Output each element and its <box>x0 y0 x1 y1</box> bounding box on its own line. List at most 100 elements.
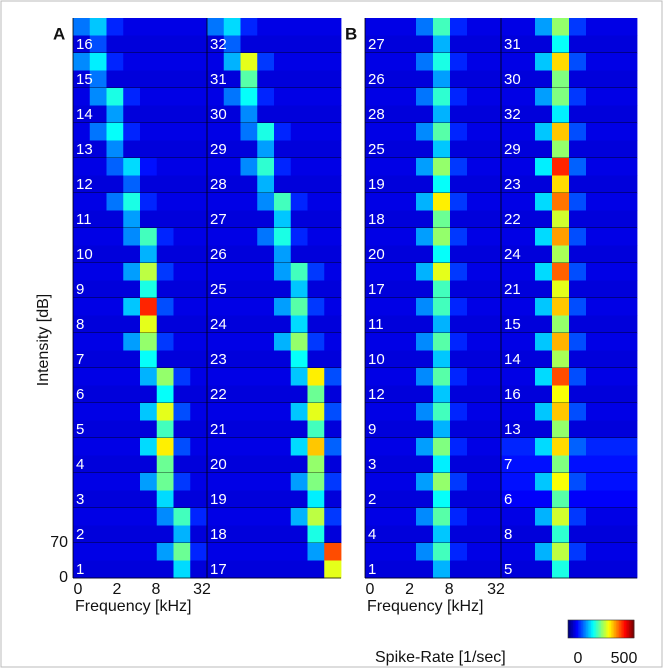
heat-cell <box>123 88 141 106</box>
colorbar-swatch <box>605 620 608 638</box>
heat-cell <box>603 210 621 229</box>
heat-cell <box>450 420 468 439</box>
heat-cell <box>324 438 342 456</box>
heat-cell <box>586 88 604 106</box>
heat-cell <box>586 525 604 544</box>
heat-cell <box>365 280 383 299</box>
heat-cell <box>450 368 468 386</box>
heat-cell <box>399 350 417 369</box>
heat-cell <box>140 403 158 421</box>
heat-cell <box>223 70 241 89</box>
heat-cell <box>89 525 107 544</box>
heat-cell <box>257 420 275 439</box>
heat-cell <box>257 193 275 211</box>
heat-cell <box>106 88 124 106</box>
heat-cell <box>190 105 208 124</box>
heat-cell <box>274 385 292 404</box>
heat-cell <box>569 53 587 71</box>
heat-cell <box>433 543 451 561</box>
heat-cell <box>416 18 434 36</box>
heat-cell <box>140 420 158 439</box>
heat-cell <box>240 455 258 474</box>
heat-cell <box>240 105 258 124</box>
heat-cell <box>173 263 191 281</box>
channel-label: 18 <box>368 211 385 228</box>
channel-label: 24 <box>210 316 227 333</box>
heat-cell <box>501 193 519 211</box>
heat-cell <box>173 490 191 509</box>
heat-cell <box>399 315 417 334</box>
heat-cell <box>535 368 553 386</box>
colorbar-swatch <box>587 620 590 638</box>
heat-cell <box>518 263 536 281</box>
heat-cell <box>207 525 225 544</box>
heat-cell <box>620 543 638 561</box>
heat-cell <box>501 315 519 334</box>
heat-cell <box>307 105 325 124</box>
heat-cell <box>518 210 536 229</box>
heat-cell <box>586 18 604 36</box>
heat-cell <box>484 490 502 509</box>
heat-cell <box>140 210 158 229</box>
heat-cell <box>552 560 570 579</box>
heat-cell <box>73 403 91 421</box>
heat-cell <box>484 525 502 544</box>
heat-cell <box>223 543 241 561</box>
heat-cell <box>416 263 434 281</box>
heat-cell <box>450 315 468 334</box>
heat-cell <box>501 560 519 579</box>
heat-cell <box>586 210 604 229</box>
heat-cell <box>223 420 241 439</box>
heat-cell <box>307 140 325 159</box>
channel-label: 22 <box>210 386 227 403</box>
heat-cell <box>190 490 208 509</box>
heat-cell <box>603 35 621 54</box>
heat-cell <box>190 473 208 491</box>
heat-cell <box>89 175 107 194</box>
heat-cell <box>290 105 308 124</box>
heat-cell <box>467 455 485 474</box>
heat-cell <box>257 543 275 561</box>
heat-cell <box>501 123 519 141</box>
channel-label: 1 <box>368 561 376 578</box>
heat-cell <box>399 193 417 211</box>
heat-cell <box>156 193 174 211</box>
heat-cell <box>73 543 91 561</box>
heat-cell <box>307 455 325 474</box>
heat-cell <box>569 508 587 526</box>
heat-cell <box>106 508 124 526</box>
heat-cell <box>89 473 107 491</box>
heat-cell <box>569 350 587 369</box>
heat-cell <box>156 18 174 36</box>
heat-cell <box>433 298 451 316</box>
heat-cell <box>290 350 308 369</box>
heat-cell <box>467 420 485 439</box>
heat-cell <box>569 105 587 124</box>
heat-cell <box>106 525 124 544</box>
heat-cell <box>399 123 417 141</box>
heat-cell <box>106 193 124 211</box>
heat-cell <box>433 210 451 229</box>
heat-cell <box>307 18 325 36</box>
heat-cell <box>106 543 124 561</box>
heat-cell <box>123 473 141 491</box>
heat-cell <box>307 228 325 246</box>
heat-cell <box>365 473 383 491</box>
channel-label: 3 <box>368 456 376 473</box>
heat-cell <box>501 298 519 316</box>
heat-cell <box>223 560 241 579</box>
heat-cell <box>240 490 258 509</box>
channel-label: 10 <box>368 351 385 368</box>
heat-cell <box>156 438 174 456</box>
heat-cell <box>190 508 208 526</box>
heat-cell <box>274 438 292 456</box>
heat-cell <box>484 140 502 159</box>
heat-cell <box>433 490 451 509</box>
heat-cell <box>106 140 124 159</box>
colorbar-swatch <box>569 620 572 638</box>
heat-cell <box>240 403 258 421</box>
heat-cell <box>552 543 570 561</box>
heat-cell <box>307 525 325 544</box>
heat-cell <box>603 560 621 579</box>
heat-cell <box>365 193 383 211</box>
